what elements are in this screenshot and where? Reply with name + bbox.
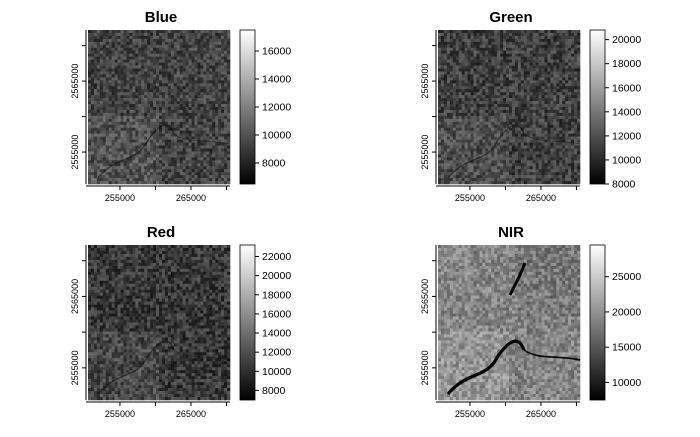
blue-x-tick-label: 255000 (105, 193, 135, 203)
blue-x-tick-label: 265000 (176, 193, 206, 203)
blue-legend-tick-label: 14000 (262, 74, 291, 86)
red-legend-tick-label: 8000 (262, 385, 286, 397)
nir-raster-image (438, 245, 580, 400)
red-panel: Red 255000 265000 2555000 2565000 8000 10000 12… (70, 224, 291, 419)
nir-x-tick-label: 255000 (455, 409, 485, 419)
blue-legend-tick-label: 10000 (262, 130, 291, 142)
blue-legend-bar (240, 30, 255, 184)
green-legend-tick-label: 12000 (612, 130, 641, 142)
green-legend-tick-label: 10000 (612, 154, 641, 166)
nir-legend-tick-label: 10000 (612, 377, 641, 389)
nir-legend-tick-label: 20000 (612, 306, 641, 318)
blue-legend-tick-label: 12000 (262, 102, 291, 114)
nir-legend-tick-label: 15000 (612, 342, 641, 354)
blue-color-legend: 8000 10000 12000 14000 16000 (240, 30, 291, 184)
blue-panel: Blue 255000 265000 2555000 2565000 8000 10000 1… (70, 9, 291, 203)
green-legend-tick-label: 18000 (612, 58, 641, 70)
red-legend-tick-label: 12000 (262, 347, 291, 359)
green-panel: Green 255000 265000 2555000 2565000 8000 10000… (420, 9, 641, 203)
green-legend-tick-label: 8000 (612, 179, 636, 191)
nir-legend-tick-label: 25000 (612, 271, 641, 283)
green-x-tick-label: 255000 (455, 193, 485, 203)
green-legend-tick-label: 14000 (612, 106, 641, 118)
red-y-tick-label: 2555000 (70, 350, 80, 385)
red-legend-tick-label: 20000 (262, 270, 291, 282)
green-legend-tick-label: 20000 (612, 34, 641, 46)
blue-legend-tick-label: 8000 (262, 158, 286, 170)
blue-y-tick-label: 2555000 (70, 135, 80, 170)
red-raster-image (88, 245, 230, 400)
blue-raster-image (88, 30, 230, 184)
nir-x-tick-label: 265000 (526, 409, 556, 419)
green-y-tick-label: 2555000 (420, 135, 430, 170)
green-y-tick-label: 2565000 (420, 64, 430, 99)
blue-y-tick-label: 2565000 (70, 64, 80, 99)
red-legend-tick-label: 10000 (262, 366, 291, 378)
red-legend-tick-label: 18000 (262, 289, 291, 301)
green-color-legend: 8000 10000 12000 14000 16000 18000 20000 (590, 30, 641, 191)
nir-y-tick-label: 2555000 (420, 350, 430, 385)
red-x-tick-label: 265000 (176, 409, 206, 419)
red-color-legend: 8000 10000 12000 14000 16000 18000 20000 22000 (240, 245, 291, 400)
blue-title: Blue (145, 9, 178, 26)
red-x-tick-label: 255000 (105, 409, 135, 419)
red-legend-tick-label: 16000 (262, 308, 291, 320)
nir-legend-bar (590, 245, 605, 400)
green-legend-bar (590, 30, 605, 184)
red-title: Red (147, 224, 175, 241)
red-legend-tick-label: 22000 (262, 251, 291, 263)
green-title: Green (489, 9, 532, 26)
red-y-tick-label: 2565000 (70, 279, 80, 314)
red-legend-tick-label: 14000 (262, 328, 291, 340)
green-legend-tick-label: 16000 (612, 82, 641, 94)
blue-legend-tick-label: 16000 (262, 46, 291, 58)
nir-title: NIR (498, 224, 524, 241)
green-raster-image (438, 30, 580, 184)
nir-color-legend: 10000 15000 20000 25000 (590, 245, 641, 400)
nir-panel: NIR 255000 265000 2555000 2565000 10000 15000 2… (420, 224, 641, 419)
nir-y-tick-label: 2565000 (420, 279, 430, 314)
red-legend-bar (240, 245, 255, 400)
green-x-tick-label: 265000 (526, 193, 556, 203)
